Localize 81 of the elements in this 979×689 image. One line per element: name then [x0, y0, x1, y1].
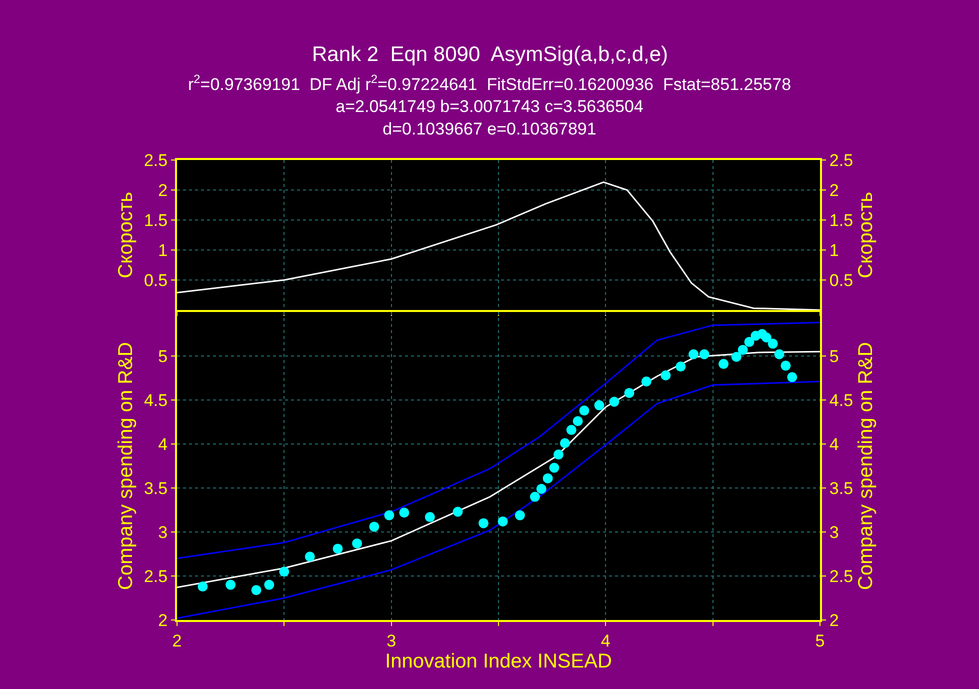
chart-title: Rank 2 Eqn 8090 AsymSig(a,b,c,d,e): [312, 43, 668, 66]
y-tick-label: 1.5: [144, 210, 168, 230]
y2-axis-title: Company spending on R&D: [855, 342, 878, 590]
point: [731, 352, 742, 362]
y-tick-label: 2.5: [144, 566, 168, 586]
y-tick-label: 1: [158, 240, 168, 260]
y2-tick-label: 1.5: [829, 210, 854, 230]
point: [536, 484, 546, 494]
y-tick-label: 2: [158, 610, 168, 630]
point: [279, 566, 290, 577]
y2-tick-label: 4: [829, 434, 839, 454]
point: [718, 358, 729, 369]
point: [478, 518, 488, 528]
point: [624, 388, 634, 398]
line-series: [177, 322, 820, 560]
point: [566, 424, 576, 435]
point: [688, 349, 699, 360]
y-tick-label: 4: [158, 434, 168, 454]
point: [594, 400, 604, 410]
y-axis-title: Company spending on R&D: [114, 342, 137, 590]
x-tick-label: 5: [815, 631, 825, 650]
point: [780, 360, 791, 371]
point: [549, 462, 560, 473]
y2-tick-label: 4.5: [829, 390, 854, 410]
point: [384, 510, 394, 520]
point: [660, 370, 671, 380]
line-series: [177, 380, 820, 619]
y2-tick-label: 1: [829, 240, 839, 260]
point: [768, 338, 778, 349]
point: [530, 492, 540, 502]
y2-tick-label: 3: [829, 522, 839, 542]
chart-subtitle: r$^{2}$=0.97369191 DF Adj r$^{2}$=0.97224641 FitStdErr=0.16200936 Fstat=851.25578 a=2.0541749 b=3.0071743 c=3.5636504 d=0.1039667 e=0.10367891: [188, 72, 792, 138]
point: [226, 580, 236, 590]
point: [304, 552, 315, 562]
y-tick-label: 3.5: [144, 478, 168, 498]
point: [761, 332, 772, 343]
point: [369, 522, 380, 532]
point: [676, 362, 686, 372]
point: [699, 349, 710, 360]
y-tick-label: 2: [158, 180, 168, 200]
y2-tick-label: 2.5: [829, 566, 854, 586]
point: [641, 376, 652, 387]
point: [542, 473, 553, 484]
point: [399, 508, 410, 518]
x-tick-label: 2: [172, 631, 182, 650]
point: [738, 344, 748, 355]
y-tick-label: 3: [158, 522, 168, 542]
x-tick-label: 4: [600, 631, 610, 650]
point: [609, 396, 620, 407]
y2-axis-title: Скорость: [855, 192, 878, 278]
point: [352, 538, 362, 548]
y-axis-title: Скорость: [114, 192, 137, 278]
line-series: [177, 181, 820, 310]
point: [514, 510, 525, 520]
point: [264, 580, 274, 590]
y2-tick-label: 3.5: [829, 478, 854, 498]
y2-tick-label: 0.5: [829, 270, 854, 290]
point: [579, 406, 590, 416]
point: [198, 582, 208, 592]
point: [332, 544, 343, 554]
x-axis-title: Innovation Index INSEAD: [385, 650, 612, 672]
y2-tick-label: 2: [829, 180, 839, 200]
point: [498, 516, 508, 526]
y-tick-label: 0.5: [144, 270, 168, 290]
y-tick-label: 5: [158, 346, 168, 366]
point: [774, 349, 784, 360]
point: [560, 438, 570, 448]
point: [744, 336, 754, 347]
x-tick-label: 3: [386, 631, 396, 650]
line-series: [177, 350, 820, 588]
y2-tick-label: 2: [829, 610, 839, 630]
point: [787, 372, 798, 382]
point: [251, 585, 262, 596]
point: [572, 416, 583, 426]
y-tick-label: 4.5: [144, 390, 168, 410]
point: [424, 512, 435, 522]
y2-tick-label: 5: [829, 346, 839, 366]
y2-tick-label: 2.5: [829, 150, 854, 170]
point: [554, 450, 564, 460]
point: [452, 506, 463, 517]
y-tick-label: 2.5: [144, 150, 168, 170]
